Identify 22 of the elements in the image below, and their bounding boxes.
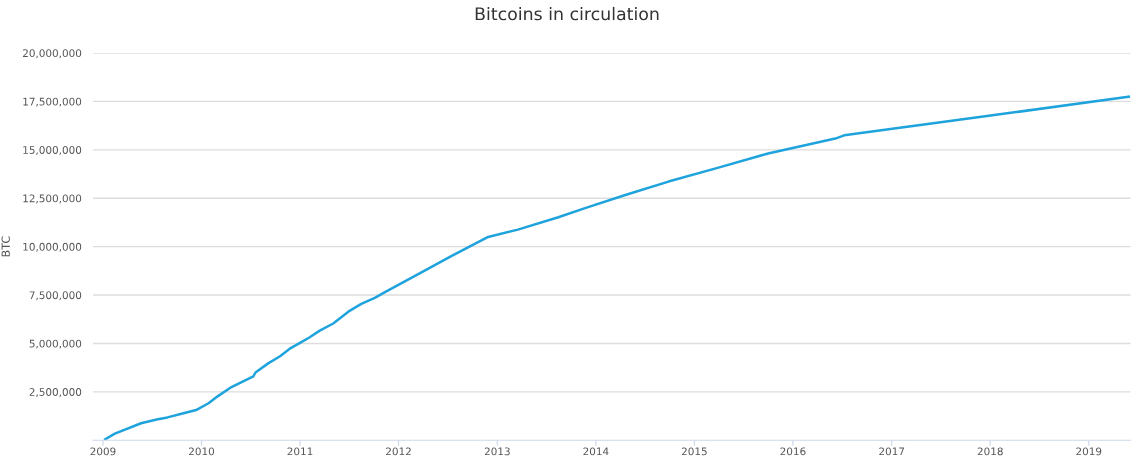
x-tick-label: 2009 (90, 447, 116, 456)
x-tick-label: 2012 (386, 447, 411, 456)
x-tick-label: 2015 (681, 447, 707, 456)
y-axis-title: BTC (1, 236, 10, 257)
x-tick-label: 2017 (879, 447, 905, 456)
y-tick-label: 7,500,000 (29, 291, 82, 301)
y-tick-label: 10,000,000 (23, 242, 82, 252)
x-tick-label: 2010 (189, 447, 215, 456)
y-tick-label: 12,500,000 (23, 194, 82, 204)
y-tick-label: 2,500,000 (29, 388, 82, 398)
y-tick-label: 17,500,000 (23, 97, 82, 107)
line-series (103, 95, 1131, 441)
chart-title: Bitcoins in circulation (475, 6, 659, 21)
x-tick-label: 2016 (780, 447, 806, 456)
y-tick-label: 20,000,000 (23, 49, 82, 59)
x-tick-label: 2019 (1076, 447, 1102, 456)
x-tick-label: 2011 (287, 447, 313, 456)
y-tick-label: 15,000,000 (23, 146, 82, 155)
x-tick-label: 2018 (977, 447, 1003, 456)
x-tick-label: 2014 (583, 447, 609, 456)
x-tick-label: 2013 (484, 447, 510, 456)
y-tick-label: 5,000,000 (29, 339, 82, 349)
